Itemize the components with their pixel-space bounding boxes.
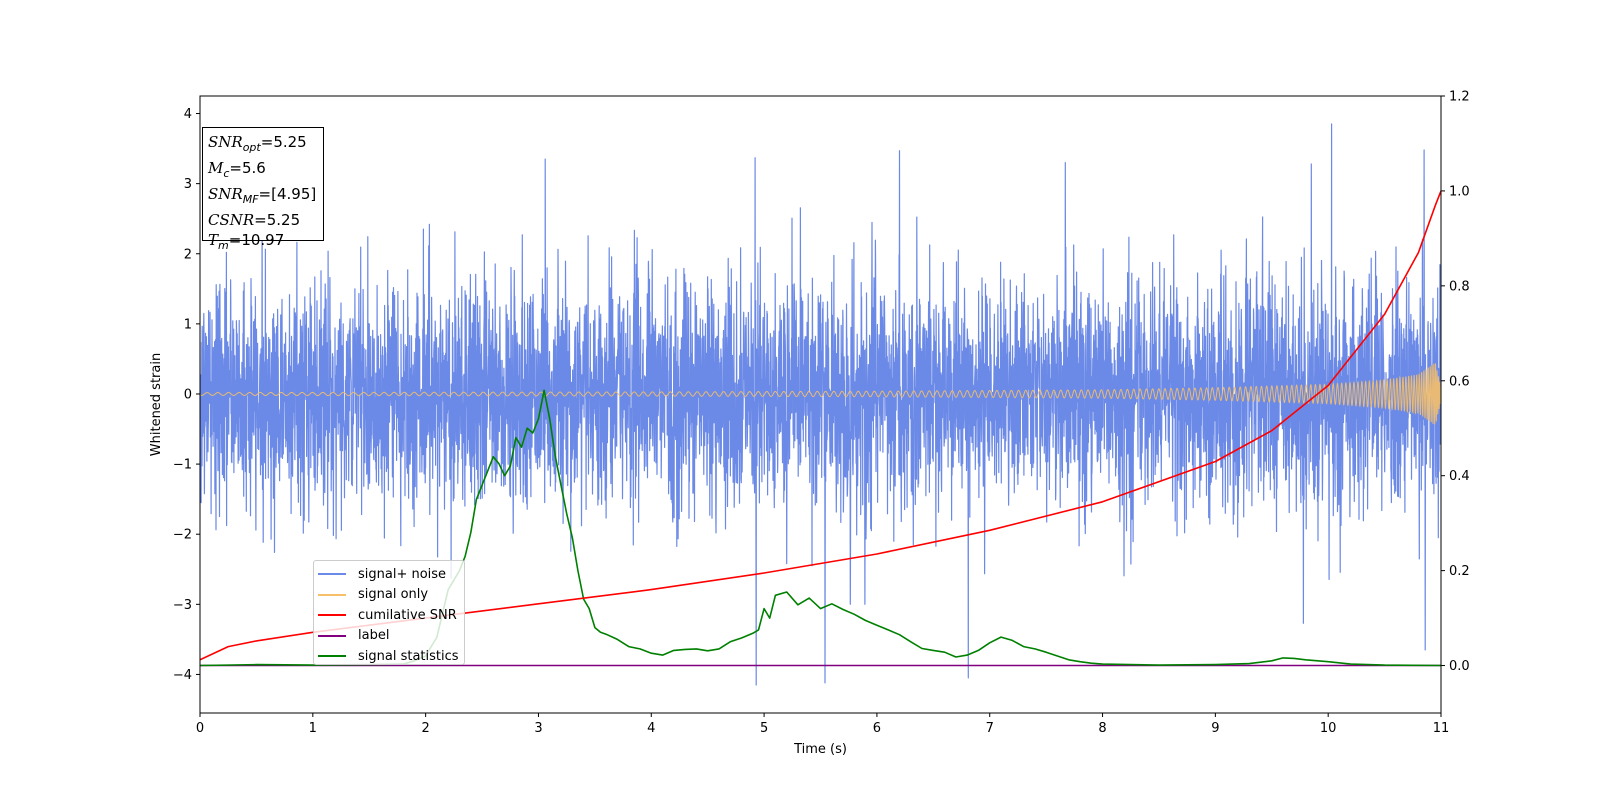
line-series-layer [200, 190, 1441, 667]
y2-tick-label: 1.2 [1449, 90, 1470, 105]
y-tick-label: 1 [184, 317, 192, 332]
y2-tick-label: 0.8 [1449, 279, 1470, 294]
x-tick-label: 0 [196, 721, 204, 736]
snr-opt-value: 5.25 [273, 133, 307, 151]
x-tick-label: 1 [309, 721, 317, 736]
y-axis-label: Whitened strain [149, 353, 164, 456]
x-tick-label: 11 [1433, 721, 1450, 736]
y-tick-label: −1 [173, 458, 192, 473]
x-tick-label: 5 [760, 721, 768, 736]
signal-statistics-line [200, 389, 1441, 667]
x-axis-label: Time (s) [793, 742, 847, 757]
snr-mf-value: [4.95] [271, 185, 317, 203]
legend-label-signal-noise: signal+ noise [358, 566, 447, 582]
signal-only-series [200, 363, 1441, 425]
signal-noise-line [200, 123, 1441, 686]
y-tick-label: −3 [173, 598, 192, 613]
legend-swatch-signal-noise [318, 573, 346, 576]
x-tick-label: 2 [421, 721, 429, 736]
y-tick-label: 4 [184, 107, 192, 122]
legend-item-signal-only: signal only [318, 585, 464, 606]
legend-label-label: label [358, 628, 390, 644]
legend-item-label: label [318, 626, 464, 647]
y-tick-label: 0 [184, 387, 192, 402]
x-tick-label: 10 [1320, 721, 1337, 736]
csnr-line: CSNR=5.25 [208, 211, 301, 229]
legend-swatch-cumulative-snr [318, 614, 346, 617]
x-tick-label: 9 [1211, 721, 1219, 736]
x-tick-label: 8 [1098, 721, 1106, 736]
snr-opt-line: SNRopt=5.25 [208, 133, 307, 154]
x-tick-label: 3 [534, 721, 542, 736]
y2-tick-label: 0.4 [1449, 469, 1470, 484]
y-tick-label: 3 [184, 177, 192, 192]
legend: signal+ noise signal only cumilative SNR… [313, 560, 465, 665]
legend-item-cumulative-snr: cumilative SNR [318, 605, 464, 626]
x-tick-label: 6 [873, 721, 881, 736]
y-tick-label: −4 [173, 668, 192, 683]
x-tick-label: 4 [647, 721, 655, 736]
legend-item-signal-noise: signal+ noise [318, 564, 464, 585]
legend-swatch-label [318, 634, 346, 637]
y2-tick-label: 1.0 [1449, 184, 1470, 199]
legend-label-cumulative-snr: cumilative SNR [358, 607, 457, 623]
tm-value: 10.97 [241, 231, 285, 249]
mc-value: 5.6 [242, 159, 266, 177]
y2-tick-label: 0.0 [1449, 659, 1470, 674]
mc-line: Mc=5.6 [208, 159, 266, 180]
csnr-value: 5.25 [266, 211, 301, 229]
y2-tick-label: 0.6 [1449, 374, 1470, 389]
snr-info-box: SNRopt=5.25 Mc=5.6 SNRMF=[4.95] CSNR=5.2… [202, 127, 324, 252]
legend-label-signal-only: signal only [358, 587, 429, 603]
legend-swatch-signal-statistics [318, 655, 346, 658]
y-tick-label: −2 [173, 528, 192, 543]
snr-mf-line: SNRMF=[4.95] [208, 185, 317, 206]
signal-noise-series [200, 123, 1441, 686]
legend-item-signal-statistics: signal statistics [318, 646, 464, 667]
legend-swatch-signal-only [318, 593, 346, 596]
y-tick-label: 2 [184, 247, 192, 262]
tm-line: Tm=10.97 [208, 231, 285, 252]
cumulative-snr-line [200, 190, 1441, 661]
legend-label-signal-statistics: signal statistics [358, 648, 459, 664]
signal-only-line [200, 363, 1441, 425]
y2-tick-label: 0.2 [1449, 564, 1470, 579]
plot-frame [199, 95, 1442, 714]
axes: 0 1 2 3 4 5 6 7 8 9 10 1143210−1−2−3−41.21.00.80.60… [173, 90, 1470, 737]
x-tick-label: 7 [986, 721, 994, 736]
